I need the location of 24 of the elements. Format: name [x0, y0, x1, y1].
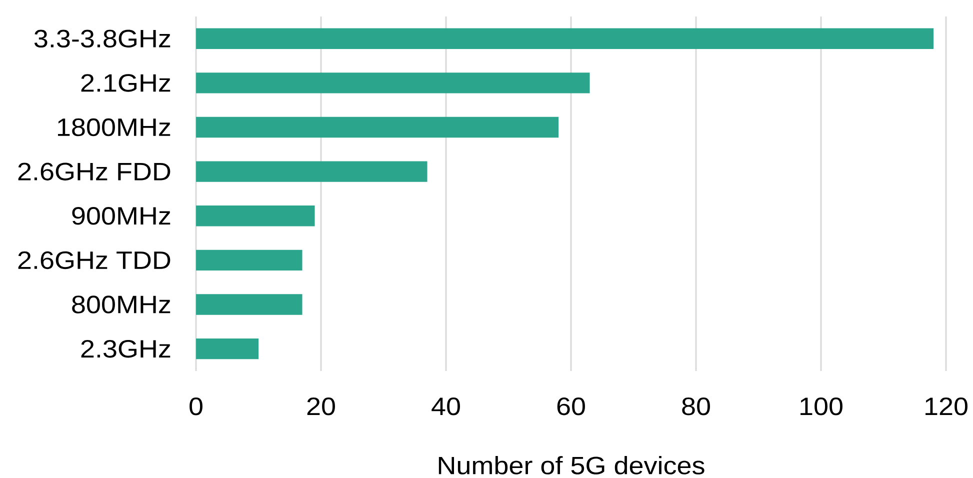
y-tick-label: 900MHz	[72, 207, 170, 225]
y-tick-label: 1800MHz	[58, 118, 170, 136]
bar	[196, 206, 315, 226]
bar	[196, 250, 302, 271]
x-axis-title: Number of 5G devices	[438, 456, 704, 474]
y-tick-label: 2.6GHz TDD	[18, 251, 170, 270]
x-tick-label: 100	[800, 398, 842, 416]
x-tick-label: 40	[432, 398, 460, 416]
x-tick-label: 60	[557, 398, 585, 416]
bar	[196, 116, 559, 138]
y-tick-label: 3.3-3.8GHz	[34, 30, 170, 48]
y-tick-label: 800MHz	[72, 296, 170, 314]
x-tick-label: 80	[682, 398, 710, 416]
x-tick-label: 120	[926, 398, 968, 416]
bar	[196, 294, 302, 315]
y-tick-label: 2.6GHz FDD	[18, 162, 170, 180]
bar	[196, 72, 590, 94]
bar	[196, 338, 259, 360]
bar	[196, 161, 428, 182]
y-tick-label: 2.1GHz	[81, 74, 170, 92]
bar	[196, 28, 934, 49]
y-tick-label: 2.3GHz	[81, 340, 170, 358]
x-tick-label: 20	[307, 398, 335, 416]
x-tick-label: 0	[190, 398, 202, 416]
